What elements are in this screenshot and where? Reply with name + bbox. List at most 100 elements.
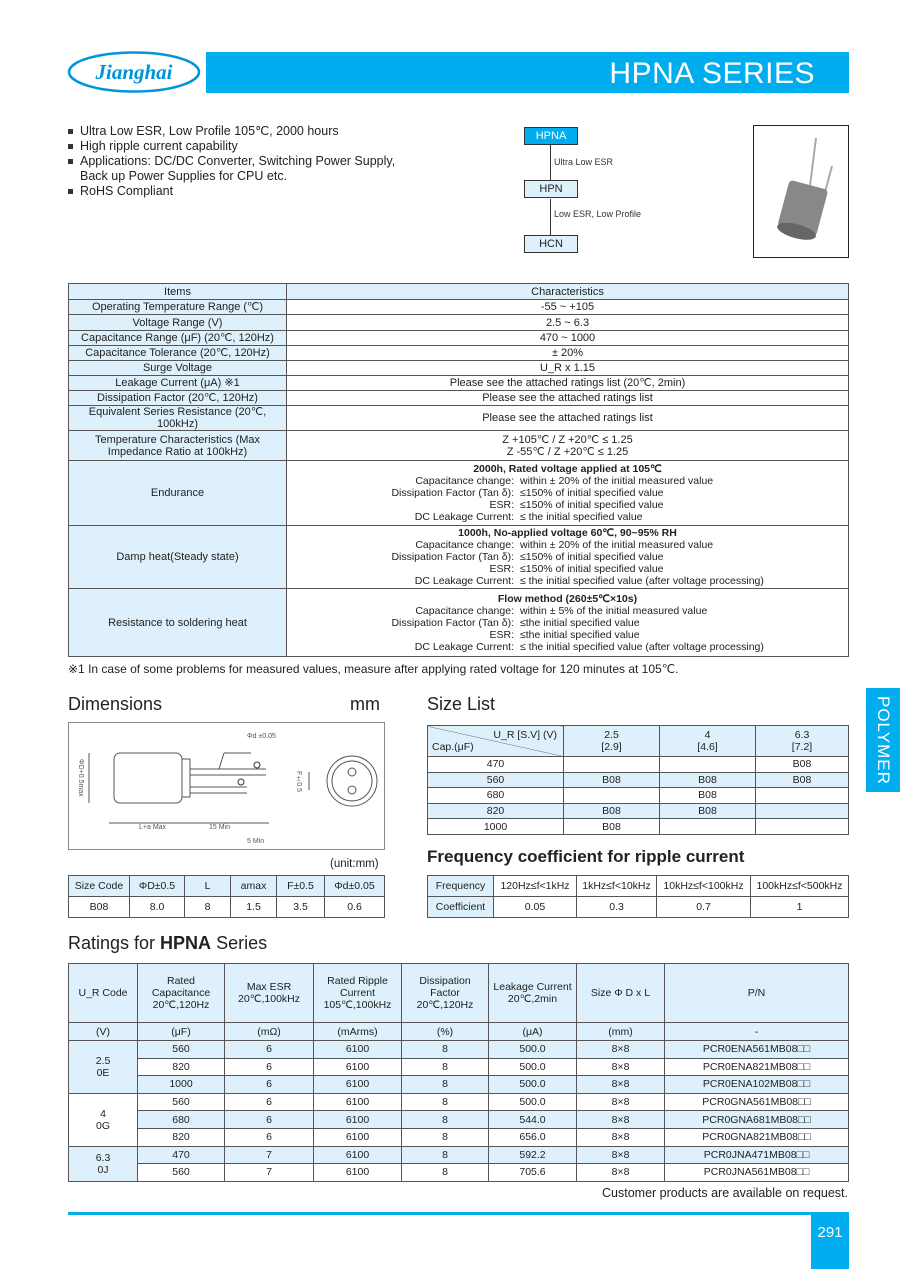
size-code-cell <box>563 756 660 773</box>
rating-cell: PCR0GNA561MB08□□ <box>664 1092 849 1112</box>
rating-cell: 8×8 <box>576 1127 665 1147</box>
dimension-header: L <box>184 875 231 897</box>
rating-cell: 8×8 <box>576 1040 665 1059</box>
rating-cell: 6 <box>224 1092 314 1112</box>
capacitance-cell: 1000 <box>427 818 564 835</box>
ratings-header: Leakage Current 20℃,2min <box>488 963 577 1023</box>
spec-item: Capacitance Tolerance (20℃, 120Hz) <box>68 345 287 361</box>
page-number-text: 291 <box>817 1224 843 1241</box>
rating-cell: 8 <box>401 1040 489 1059</box>
upper-arrow-label: Ultra Low ESR <box>554 157 614 167</box>
capacitance-cell: 470 <box>427 756 564 773</box>
customer-note: Customer products are available on reque… <box>602 1186 848 1200</box>
rating-cell: 6100 <box>313 1057 402 1077</box>
spec-item: Capacitance Range (μF) (20℃, 120Hz) <box>68 330 287 346</box>
rating-cell: 1000 <box>137 1075 225 1094</box>
table-row: 2.5 0E 560 6 6100 8 500.0 8×8 PCR0ENA561MB08□□ <box>68 1040 849 1094</box>
spec-value: Z +105℃ / Z +20℃ ≤ 1.25 Z -55℃ / Z +20℃ ≤… <box>286 430 849 461</box>
arrow-icon <box>550 199 551 235</box>
length-label: L+a Max <box>139 824 167 831</box>
test-value: within ± 5% of the initial measured valu… <box>520 604 708 617</box>
feature-item: High ripple current capability <box>68 139 395 154</box>
ratings-unit: (mm) <box>576 1022 665 1041</box>
rating-cell: 6100 <box>313 1092 402 1112</box>
test-title: 2000h, Rated voltage applied at 105℃ <box>473 463 662 475</box>
dimension-cell: 8.0 <box>129 896 185 918</box>
spec-value: 2.5 ~ 6.3 <box>286 314 849 331</box>
size-code-cell <box>755 802 849 820</box>
test-line: Dissipation Factor (Tan δ): ≤150% of init… <box>289 551 846 563</box>
rating-cell: 6 <box>224 1057 314 1077</box>
rating-cell: 6 <box>224 1075 314 1094</box>
test-label: Capacitance change: <box>415 475 514 487</box>
capacitance-cell: 560 <box>427 771 564 789</box>
rating-cell: 560 <box>137 1092 225 1112</box>
ratings-unit: (V) <box>68 1022 138 1041</box>
test-value: ≤the initial specified value <box>520 616 640 629</box>
size-code-cell: B08 <box>659 787 756 804</box>
test-value: ≤150% of initial specified value <box>520 487 664 499</box>
rating-cell: 6100 <box>313 1110 402 1129</box>
dimension-header: Size Code <box>68 875 130 897</box>
rating-cell: 592.2 <box>488 1145 577 1165</box>
spec-item: Operating Temperature Range (℃) <box>68 299 287 315</box>
size-list-corner: U_R [S.V] (V) Cap.(μF) <box>427 725 564 757</box>
dimensions-unit: mm <box>350 694 380 714</box>
test-line: Capacitance change: within ± 20% of the i… <box>289 475 846 487</box>
ratings-unit: - <box>664 1022 849 1041</box>
size-code-cell <box>755 818 849 835</box>
test-line: Capacitance change: within ± 5% of the in… <box>289 605 846 617</box>
rating-cell: 6100 <box>313 1040 402 1059</box>
side-tab-polymer: POLYMER <box>866 688 900 792</box>
dimension-header: Φd±0.05 <box>324 875 385 897</box>
brand-logo: Jianghai <box>67 51 201 93</box>
spec-value: Please see the attached ratings list <box>286 390 849 406</box>
ratings-header: Rated Ripple Current 105℃,100kHz <box>313 963 402 1023</box>
rating-cell: 560 <box>137 1163 225 1182</box>
family-box-hcn: HCN <box>524 235 578 253</box>
frequency-header: 100kHz≤f<500kHz <box>750 875 849 897</box>
size-code-cell <box>659 756 756 773</box>
test-value: ≤150% of initial specified value <box>520 499 664 511</box>
body-diameter-label: ΦD+0.5max <box>77 759 84 797</box>
test-line: Dissipation Factor (Tan δ): ≤150% of init… <box>289 487 846 499</box>
test-value: ≤ the initial specified value (after vol… <box>520 575 764 587</box>
rating-cell: 8 <box>401 1092 489 1112</box>
rating-cell: 656.0 <box>488 1127 577 1147</box>
rating-cell: 8 <box>401 1075 489 1094</box>
rating-cell: 6100 <box>313 1145 402 1165</box>
table-row: 820 6 6100 8 656.0 8×8 PCR0GNA821MB08□□ <box>69 1127 849 1147</box>
rating-cell: 560 <box>137 1040 225 1059</box>
coefficient-cell: 0.05 <box>493 896 577 918</box>
rating-cell: PCR0GNA681MB08□□ <box>664 1110 849 1129</box>
spec-value: 470 ~ 1000 <box>286 330 849 346</box>
test-label: DC Leakage Current: <box>414 575 514 587</box>
dimension-drawing: Φd ±0.05 ΦD+0.5max L+a Max 15 Min 5 Min … <box>68 722 385 850</box>
ratings-unit: (μF) <box>137 1022 225 1041</box>
rating-cell: 8×8 <box>576 1110 665 1129</box>
coefficient-cell: 0.7 <box>656 896 751 918</box>
frequency-title: Frequency coefficient for ripple current <box>427 847 745 866</box>
frequency-header: Frequency <box>427 875 494 897</box>
size-code-cell: B08 <box>659 771 756 789</box>
ratings-title: Ratings for HPNA Series <box>68 933 268 953</box>
spec-item: Dissipation Factor (20℃, 120Hz) <box>68 390 287 406</box>
test-label: DC Leakage Current: <box>414 640 514 653</box>
pitch-label: F±0.5 <box>295 771 302 793</box>
test-value: within ± 20% of the initial measured val… <box>520 475 714 487</box>
test-value: ≤150% of initial specified value <box>520 563 664 575</box>
test-line: DC Leakage Current: ≤ the initial specifi… <box>289 641 846 653</box>
series-title-banner: HPNA SERIES <box>206 52 849 93</box>
voltage-header: 2.5 [2.9] <box>563 725 660 757</box>
capacitance-cell: 820 <box>427 802 564 820</box>
arrow-icon <box>550 145 551 180</box>
voltage-code-cell: 2.5 0E <box>68 1040 138 1094</box>
ratings-unit: (mArms) <box>313 1022 402 1041</box>
product-photo <box>753 125 849 258</box>
table-row: 6.3 0J 470 7 6100 8 592.2 8×8 PCR0JNA471MB08□□ <box>68 1145 849 1182</box>
feature-list: Ultra Low ESR, Low Profile 105℃, 2000 ho… <box>68 124 395 199</box>
rating-cell: 6 <box>224 1040 314 1059</box>
ratings-table: U_R Code Rated Capacitance 20℃,120Hz Max E… <box>68 963 849 1182</box>
rating-cell: 470 <box>137 1145 225 1165</box>
spec-test-conditions: 2000h, Rated voltage applied at 105℃ Capa… <box>286 460 849 526</box>
